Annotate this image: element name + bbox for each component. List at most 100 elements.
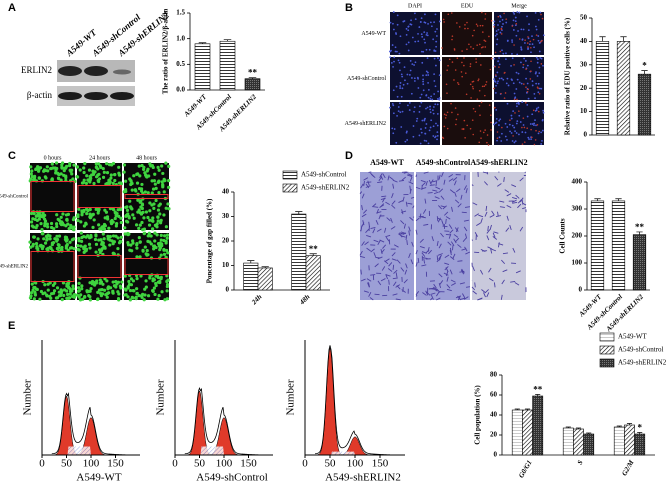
cell-dot xyxy=(506,139,508,141)
cell-dot xyxy=(108,235,112,239)
cell-dot xyxy=(401,87,404,90)
cell-dot xyxy=(43,283,47,287)
cell-dot xyxy=(120,280,124,284)
cell-dot xyxy=(91,212,95,216)
cell-dot xyxy=(465,72,467,74)
cell-dot xyxy=(513,64,515,66)
cell-streak xyxy=(519,177,524,182)
cell-dot xyxy=(94,162,98,166)
legend-label: A549-shControl xyxy=(301,171,347,179)
cell-dot xyxy=(132,216,136,220)
cell-dot xyxy=(131,241,135,245)
bar xyxy=(257,267,273,291)
band xyxy=(113,69,131,75)
cell-dot xyxy=(494,74,497,76)
cell-dot xyxy=(446,127,449,130)
cell-dot xyxy=(536,58,539,61)
cell-dot xyxy=(535,124,537,127)
cell-dot xyxy=(106,217,110,221)
cell-dot xyxy=(451,38,453,41)
cell-dot xyxy=(116,246,120,251)
cell-dot xyxy=(155,233,159,237)
cell-dot xyxy=(536,124,539,126)
cell-dot xyxy=(494,34,497,37)
cell-dot xyxy=(520,61,522,64)
y-tick-label: 0 xyxy=(579,286,583,294)
cell-dot xyxy=(537,35,540,37)
cell-dot xyxy=(399,35,402,38)
error-bar xyxy=(565,426,571,428)
cell-dot xyxy=(531,35,533,38)
cell-dot xyxy=(526,42,529,44)
cell-dot xyxy=(405,131,408,134)
y-tick-label: 50 xyxy=(580,14,588,22)
cell-dot xyxy=(441,136,444,139)
cell-dot xyxy=(85,174,89,178)
cell-streak xyxy=(409,176,413,182)
cell-dot xyxy=(400,73,403,76)
cell-dot xyxy=(524,39,526,41)
cell-streak xyxy=(408,230,410,236)
cell-streak xyxy=(514,282,520,286)
cell-streak xyxy=(409,185,411,191)
cell-dot xyxy=(119,235,123,239)
bar xyxy=(613,426,625,456)
cell-dot xyxy=(83,249,87,253)
cell-dot xyxy=(65,218,69,222)
cell-dot xyxy=(392,11,395,13)
cell-streak xyxy=(385,236,390,242)
cell-dot xyxy=(114,285,118,289)
bar xyxy=(522,409,533,456)
cell-dot xyxy=(392,132,395,135)
cell-dot xyxy=(423,139,426,142)
cell-dot xyxy=(109,286,113,290)
cell-dot xyxy=(123,274,127,278)
cell-dot xyxy=(516,98,518,101)
cell-streak xyxy=(459,282,465,285)
bar xyxy=(305,255,321,291)
cell-dot xyxy=(97,288,102,292)
cell-dot xyxy=(139,189,144,193)
cell-dot xyxy=(32,212,36,216)
cell-dot xyxy=(417,87,420,89)
cell-dot xyxy=(142,227,147,231)
cell-streak xyxy=(377,240,381,246)
cell-dot xyxy=(105,279,109,283)
cell-dot xyxy=(437,90,440,93)
cell-dot xyxy=(131,279,136,283)
cell-dot xyxy=(60,298,64,302)
cell-dot xyxy=(116,290,120,294)
cell-dot xyxy=(451,111,453,114)
cell-dot xyxy=(116,208,120,212)
cell-streak xyxy=(471,239,473,241)
cell-dot xyxy=(392,28,395,31)
cell-dot xyxy=(152,286,156,290)
cell-dot xyxy=(145,253,149,257)
cell-streak xyxy=(460,297,466,300)
cell-dot xyxy=(137,164,141,168)
cell-dot xyxy=(29,165,33,169)
cell-dot xyxy=(521,38,524,41)
cell-dot xyxy=(531,80,534,83)
cell-dot xyxy=(143,293,147,297)
cell-streak xyxy=(423,171,429,174)
cell-dot xyxy=(57,246,61,250)
cell-dot xyxy=(518,114,521,117)
cell-streak xyxy=(370,172,375,177)
cell-streak xyxy=(488,277,494,282)
cell-dot xyxy=(493,20,496,23)
cell-dot xyxy=(153,172,157,176)
cell-dot xyxy=(124,179,128,183)
cell-dot xyxy=(164,225,169,229)
error-bar xyxy=(261,266,269,268)
cell-dot xyxy=(61,281,66,285)
cell-streak xyxy=(395,272,398,278)
cell-dot xyxy=(539,11,542,14)
cell-dot xyxy=(514,130,516,133)
cell-dot xyxy=(143,287,147,291)
cell-dot xyxy=(155,222,159,226)
cell-dot xyxy=(442,18,445,21)
column-header: A549-WT xyxy=(370,158,404,167)
cell-dot xyxy=(159,253,163,257)
cell-dot xyxy=(129,277,133,281)
